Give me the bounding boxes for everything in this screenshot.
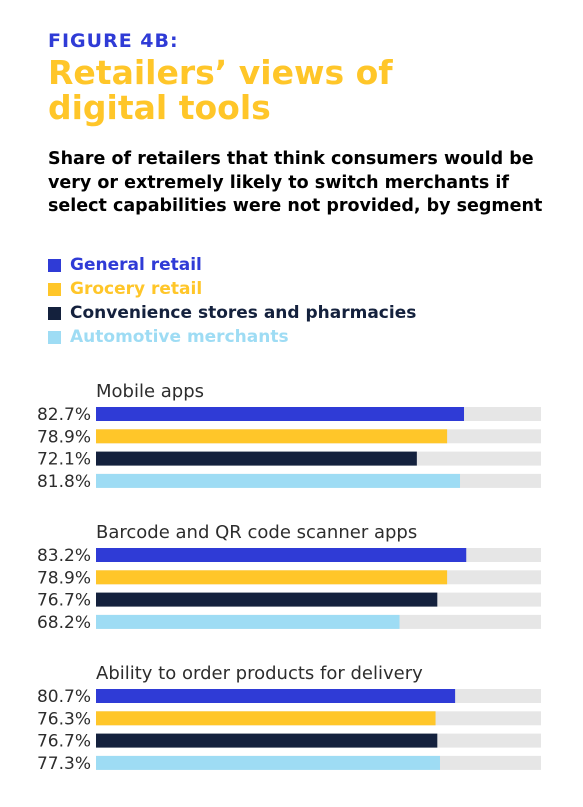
legend-item-grocery-retail: Grocery retail xyxy=(48,277,416,301)
legend-item-general-retail: General retail xyxy=(48,253,416,277)
legend-label: Automotive merchants xyxy=(70,327,289,347)
value-label: 76.7% xyxy=(37,591,91,611)
panel-title-barcode-and-qr-code-scanner-apps: Barcode and QR code scanner apps xyxy=(96,522,417,543)
legend-label: General retail xyxy=(70,255,202,275)
legend-label: Grocery retail xyxy=(70,279,203,299)
bar-general-retail xyxy=(96,407,465,421)
legend-swatch xyxy=(48,258,61,272)
legend-item-automotive-merchants: Automotive merchants xyxy=(48,325,416,349)
legend-item-convenience-stores: Convenience stores and pharmacies xyxy=(48,301,416,325)
legend-label: Convenience stores and pharmacies xyxy=(70,303,417,323)
bar-convenience-stores-and-pharmacies xyxy=(96,733,438,748)
bar-grocery-retail xyxy=(96,429,448,444)
chart-subtitle: Share of retailers that think consumers … xyxy=(48,149,543,216)
panel-title-mobile-apps: Mobile apps xyxy=(96,381,204,402)
value-label: 78.9% xyxy=(37,568,91,588)
value-label: 68.2% xyxy=(37,613,91,633)
value-label: 82.7% xyxy=(37,405,91,425)
chart-title: Retailers’ views of digital tools xyxy=(48,53,393,127)
bar-convenience-stores-and-pharmacies xyxy=(96,592,438,607)
bar-automotive-merchants xyxy=(96,614,400,629)
bar-grocery-retail xyxy=(96,570,448,585)
legend-swatch xyxy=(48,330,61,344)
value-label: 80.7% xyxy=(37,687,91,707)
bar-automotive-merchants xyxy=(96,755,440,770)
panel-title-ability-to-order-products-for-delivery: Ability to order products for delivery xyxy=(96,663,423,684)
legend: General retail Grocery retail Convenienc… xyxy=(48,253,416,349)
bar-general-retail xyxy=(96,689,456,703)
bar-convenience-stores-and-pharmacies xyxy=(96,451,417,466)
value-label: 72.1% xyxy=(37,450,91,470)
bar-general-retail xyxy=(96,548,467,562)
value-label: 78.9% xyxy=(37,427,91,447)
value-label: 77.3% xyxy=(37,754,91,774)
figure-label: FIGURE 4B: xyxy=(48,30,179,52)
value-label: 76.7% xyxy=(37,732,91,752)
legend-swatch xyxy=(48,306,61,320)
value-label: 76.3% xyxy=(37,709,91,729)
value-label: 81.8% xyxy=(37,472,91,492)
value-label: 83.2% xyxy=(37,546,91,566)
bar-automotive-merchants xyxy=(96,473,461,488)
legend-swatch xyxy=(48,282,61,296)
bar-grocery-retail xyxy=(96,711,436,726)
